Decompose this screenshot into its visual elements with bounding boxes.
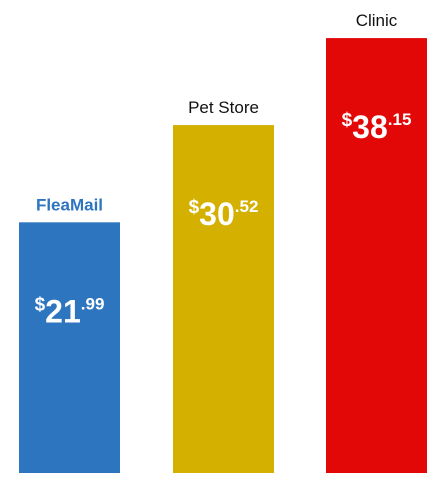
bar-pet-store (173, 125, 274, 474)
value-currency-clinic: $ (342, 110, 353, 131)
value-currency-fleamail: $ (35, 294, 46, 315)
value-whole-clinic: 38 (352, 109, 388, 145)
value-whole-fleamail: 21 (45, 293, 81, 329)
value-cents-fleamail: .99 (81, 294, 105, 313)
value-label-pet-store: $30.52 (189, 196, 259, 232)
bars-layer (19, 38, 427, 474)
value-whole-pet-store: 30 (199, 196, 235, 232)
category-label-fleamail: FleaMail (36, 195, 103, 214)
bar-fleamail (19, 222, 120, 473)
value-cents-pet-store: .52 (235, 197, 259, 216)
bar-clinic (326, 38, 427, 474)
category-label-pet-store: Pet Store (188, 98, 259, 117)
value-label-clinic: $38.15 (342, 109, 412, 145)
labels-layer: FleaMail $21.99 Pet Store $30.52 Clinic $38.1… (35, 11, 412, 329)
category-label-clinic: Clinic (356, 11, 398, 30)
value-label-fleamail: $21.99 (35, 293, 105, 329)
value-currency-pet-store: $ (189, 197, 200, 218)
value-cents-clinic: .15 (388, 110, 412, 129)
